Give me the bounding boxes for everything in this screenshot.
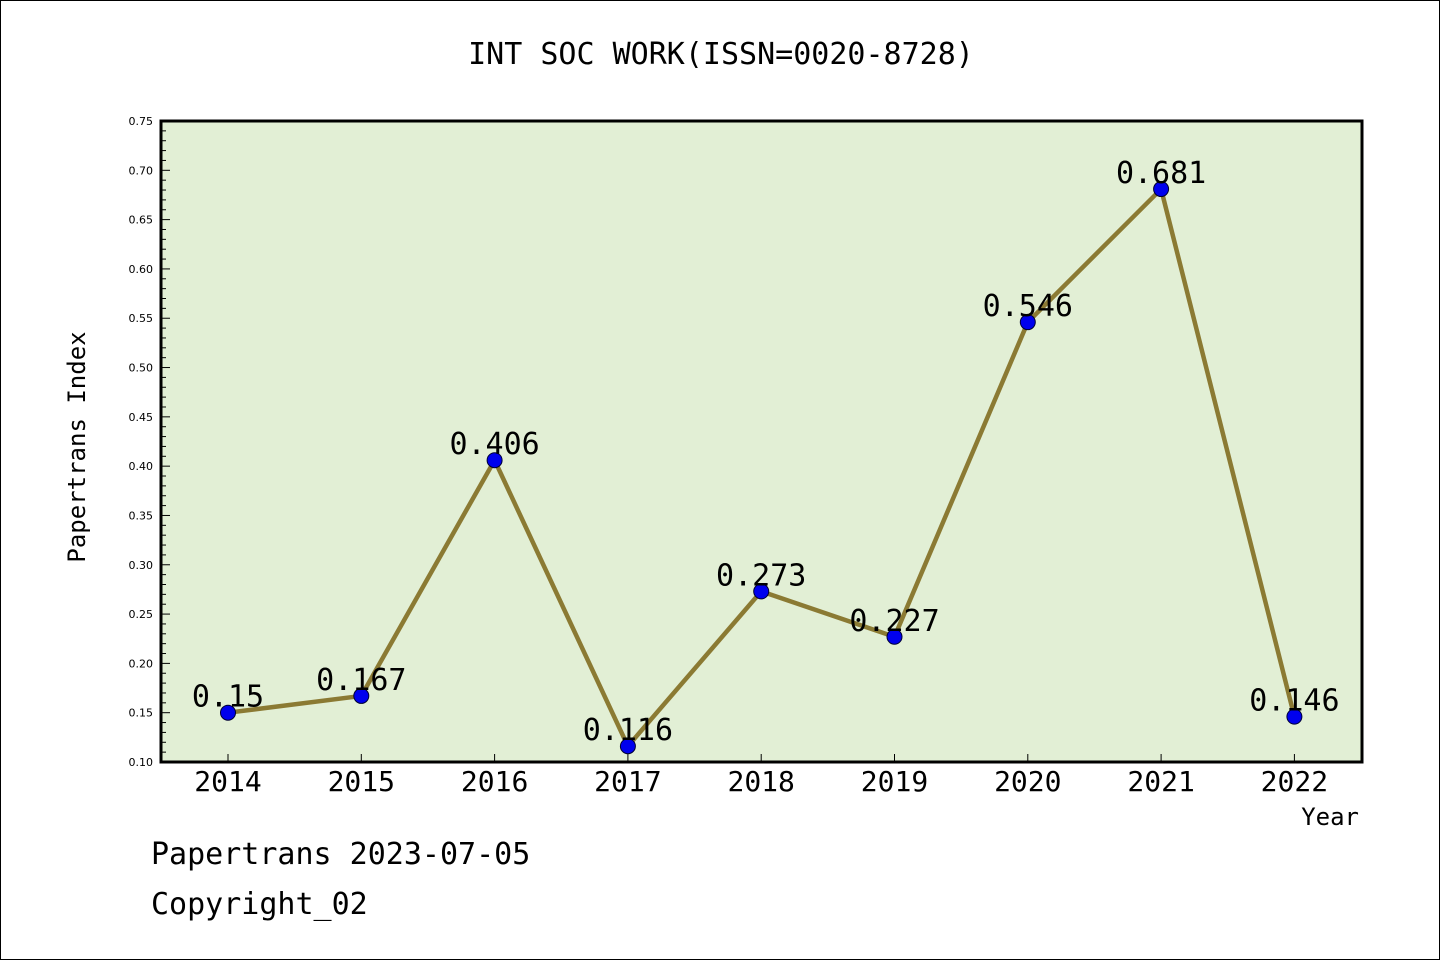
x-tick-label: 2016 <box>461 765 528 798</box>
data-point <box>486 452 503 469</box>
data-label: 0.273 <box>716 558 806 593</box>
data-point <box>220 704 236 721</box>
data-point <box>619 738 636 755</box>
x-tick-label: 2014 <box>194 765 261 798</box>
data-point <box>1153 181 1170 198</box>
data-label: 0.546 <box>983 289 1073 324</box>
x-tick-label: 2017 <box>594 765 661 798</box>
data-label: 0.406 <box>449 427 539 462</box>
y-tick-label: 0.55 <box>129 312 154 325</box>
y-tick-label: 0.45 <box>129 411 154 424</box>
y-tick-label: 0.40 <box>129 460 154 473</box>
data-label: 0.681 <box>1116 156 1206 191</box>
y-tick-label: 0.25 <box>129 608 154 621</box>
footer-date: Papertrans 2023-07-05 <box>151 837 531 872</box>
y-tick-label: 0.30 <box>129 559 154 572</box>
data-point <box>1286 708 1303 725</box>
x-tick-label: 2019 <box>861 765 928 798</box>
data-point <box>353 687 370 704</box>
data-point <box>886 628 903 645</box>
x-tick-label: 2022 <box>1261 765 1328 798</box>
y-tick-label: 0.65 <box>129 214 154 227</box>
y-tick-label: 0.70 <box>129 164 154 177</box>
plot-area <box>161 121 1362 762</box>
y-tick-label: 0.10 <box>129 756 154 769</box>
chart-title: INT SOC WORK(ISSN=0020-8728) <box>468 37 974 72</box>
y-tick-label: 0.35 <box>129 509 154 522</box>
data-label: 0.167 <box>316 663 406 698</box>
x-tick-label: 2015 <box>328 765 395 798</box>
y-tick-label: 0.75 <box>129 115 154 128</box>
y-tick-label: 0.50 <box>129 362 154 375</box>
plot-border <box>159 119 1364 764</box>
y-tick-label: 0.60 <box>129 263 154 276</box>
data-label: 0.116 <box>583 713 673 748</box>
y-tick-label: 0.20 <box>129 657 154 670</box>
y-tick-label: 0.15 <box>129 707 154 720</box>
x-tick-label: 2018 <box>727 765 794 798</box>
x-tick-label: 2020 <box>994 765 1061 798</box>
data-point <box>753 583 770 600</box>
data-label: 0.15 <box>192 680 264 715</box>
data-label: 0.146 <box>1249 684 1339 719</box>
data-point <box>1019 314 1036 331</box>
footer-copyright: Copyright_02 <box>151 887 368 922</box>
data-label: 0.227 <box>849 604 939 639</box>
x-tick-label: 2021 <box>1127 765 1194 798</box>
x-axis-label: Year <box>1301 803 1359 831</box>
